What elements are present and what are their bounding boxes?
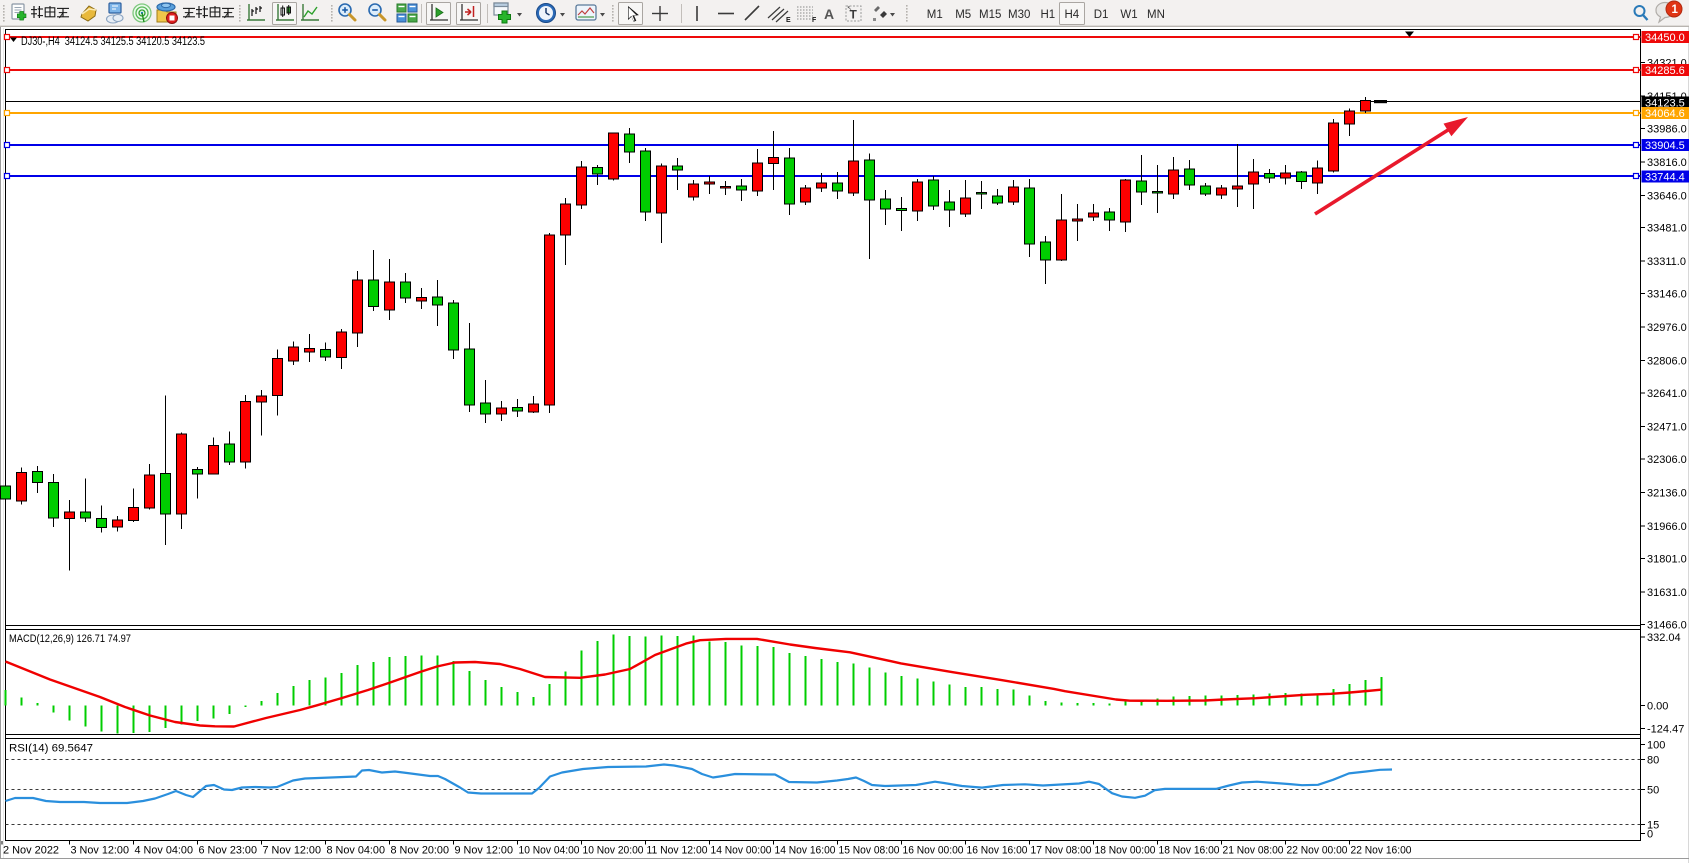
svg-text:18 Nov 16:00: 18 Nov 16:00	[1159, 845, 1220, 857]
svg-text:DJ30-,H4 34124.5 34125.5 3412: DJ30-,H4 34124.5 34125.5 34120.5 34123.5	[21, 36, 205, 48]
svg-text:80: 80	[1647, 755, 1659, 767]
svg-text:F: F	[812, 17, 817, 24]
svg-text:3 Nov 12:00: 3 Nov 12:00	[71, 845, 130, 857]
svg-text:T: T	[850, 8, 858, 22]
svg-text:9 Nov 12:00: 9 Nov 12:00	[455, 845, 514, 857]
svg-text:W1: W1	[1120, 9, 1137, 21]
svg-text:33904.5: 33904.5	[1645, 140, 1685, 152]
svg-text:50: 50	[1647, 785, 1659, 797]
svg-text:M30: M30	[1008, 9, 1030, 21]
svg-text:18 Nov 00:00: 18 Nov 00:00	[1095, 845, 1156, 857]
svg-text:6 Nov 23:00: 6 Nov 23:00	[199, 845, 258, 857]
svg-text:100: 100	[1647, 740, 1665, 752]
svg-text:M5: M5	[955, 9, 971, 21]
svg-text:22 Nov 00:00: 22 Nov 00:00	[1287, 845, 1348, 857]
svg-text:32641.0: 32641.0	[1647, 388, 1687, 400]
svg-text:31966.0: 31966.0	[1647, 521, 1687, 533]
svg-text:33311.0: 33311.0	[1647, 256, 1686, 268]
svg-text:33986.0: 33986.0	[1647, 123, 1687, 135]
svg-text:0.00: 0.00	[1647, 701, 1668, 713]
svg-text:31801.0: 31801.0	[1647, 553, 1687, 565]
svg-text:8 Nov 20:00: 8 Nov 20:00	[391, 845, 450, 857]
svg-text:31631.0: 31631.0	[1647, 587, 1687, 599]
svg-text:34285.6: 34285.6	[1645, 65, 1685, 77]
svg-text:4 Nov 04:00: 4 Nov 04:00	[135, 845, 194, 857]
svg-text:14 Nov 16:00: 14 Nov 16:00	[775, 845, 836, 857]
svg-text:MN: MN	[1147, 9, 1165, 21]
svg-text:8 Nov 04:00: 8 Nov 04:00	[327, 845, 386, 857]
svg-text:2 Nov 2022: 2 Nov 2022	[3, 845, 59, 857]
svg-text:M1: M1	[927, 9, 943, 21]
svg-text:MACD(12,26,9) 126.71 74.97: MACD(12,26,9) 126.71 74.97	[9, 633, 131, 645]
svg-text:34064.6: 34064.6	[1645, 108, 1685, 120]
svg-text:↖: ↖	[847, 6, 852, 12]
svg-text:33816.0: 33816.0	[1647, 157, 1687, 169]
svg-text:33146.0: 33146.0	[1647, 289, 1687, 301]
svg-text:33744.4: 33744.4	[1645, 172, 1685, 184]
svg-text:H4: H4	[1065, 9, 1080, 21]
svg-text:21 Nov 08:00: 21 Nov 08:00	[1223, 845, 1284, 857]
svg-text:10 Nov 04:00: 10 Nov 04:00	[519, 845, 580, 857]
svg-text:RSI(14) 69.5647: RSI(14) 69.5647	[9, 743, 93, 755]
svg-text:34123.5: 34123.5	[1645, 98, 1685, 110]
svg-text:33646.0: 33646.0	[1647, 190, 1687, 202]
svg-text:17 Nov 08:00: 17 Nov 08:00	[1031, 845, 1092, 857]
svg-text:32806.0: 32806.0	[1647, 356, 1687, 368]
svg-text:32976.0: 32976.0	[1647, 322, 1687, 334]
svg-text:15 Nov 08:00: 15 Nov 08:00	[839, 845, 900, 857]
svg-text:32471.0: 32471.0	[1647, 422, 1687, 434]
svg-text:16 Nov 16:00: 16 Nov 16:00	[967, 845, 1028, 857]
svg-text:32136.0: 32136.0	[1647, 487, 1687, 499]
svg-text:22 Nov 16:00: 22 Nov 16:00	[1351, 845, 1412, 857]
svg-text:33481.0: 33481.0	[1647, 223, 1687, 235]
svg-text:M15: M15	[979, 9, 1001, 21]
svg-text:D1: D1	[1094, 9, 1109, 21]
svg-text:A: A	[824, 6, 834, 22]
svg-text:7 Nov 12:00: 7 Nov 12:00	[263, 845, 322, 857]
svg-text:16 Nov 00:00: 16 Nov 00:00	[903, 845, 964, 857]
svg-text:E: E	[786, 17, 791, 24]
svg-text:332.04: 332.04	[1647, 632, 1681, 644]
svg-text:32306.0: 32306.0	[1647, 454, 1687, 466]
svg-text:15: 15	[1647, 820, 1659, 832]
svg-text:1: 1	[1672, 4, 1679, 16]
svg-text:H1: H1	[1041, 9, 1056, 21]
svg-text:11 Nov 12:00: 11 Nov 12:00	[647, 845, 708, 857]
svg-text:0: 0	[1647, 829, 1653, 841]
svg-text:-124.47: -124.47	[1647, 724, 1684, 736]
svg-text:34450.0: 34450.0	[1645, 32, 1685, 44]
svg-text:31466.0: 31466.0	[1647, 619, 1687, 631]
svg-text:14 Nov 00:00: 14 Nov 00:00	[711, 845, 772, 857]
svg-text:10 Nov 20:00: 10 Nov 20:00	[583, 845, 644, 857]
